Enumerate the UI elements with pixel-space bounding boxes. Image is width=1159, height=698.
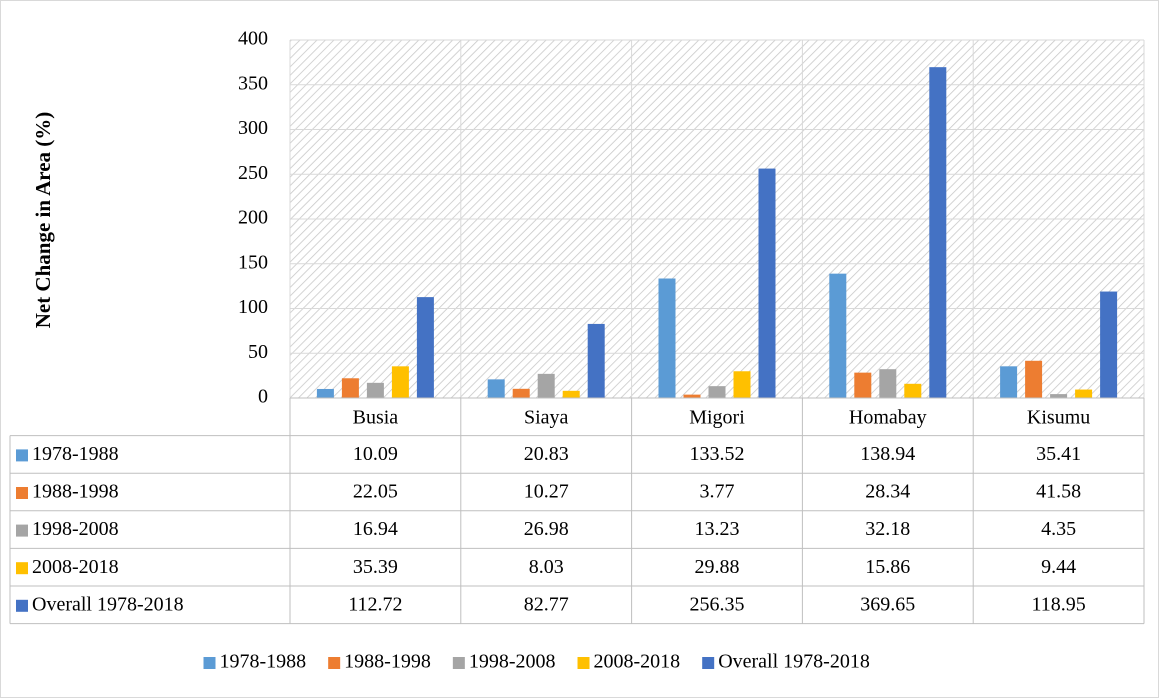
- table-cell: 29.88: [695, 556, 740, 578]
- y-tick-label: 400: [238, 28, 268, 50]
- table-cell: 4.35: [1041, 518, 1076, 540]
- y-axis-label: Net Change in Area (%): [31, 112, 55, 329]
- legend-key: [203, 657, 216, 669]
- table-cell: 15.86: [865, 556, 910, 578]
- bar: [562, 390, 580, 398]
- table-legend-key: [16, 449, 28, 462]
- y-tick-label: 150: [238, 251, 268, 273]
- table-cell: 35.41: [1036, 443, 1081, 465]
- table-cell: 118.95: [1031, 593, 1085, 615]
- table-row-label: 1988-1998: [32, 481, 119, 503]
- table-cell: 9.44: [1041, 556, 1076, 578]
- table-row-label: 1998-2008: [32, 518, 119, 540]
- table-cell: 16.94: [353, 518, 398, 540]
- y-tick-label: 50: [248, 341, 268, 363]
- table-cell: 41.58: [1036, 481, 1081, 503]
- bar: [512, 388, 530, 398]
- y-tick-label: 250: [238, 162, 268, 184]
- legend-label: Overall 1978-2018: [718, 651, 870, 673]
- table-row-label: Overall 1978-2018: [32, 593, 184, 615]
- table-cell: 20.83: [524, 443, 569, 465]
- table-cell: 10.27: [524, 481, 569, 503]
- table-legend-key: [16, 524, 28, 537]
- y-tick-label: 300: [238, 117, 268, 139]
- bar: [879, 369, 897, 398]
- bar: [708, 386, 726, 398]
- bar: [537, 373, 555, 398]
- y-tick-label: 200: [238, 207, 268, 229]
- x-tick-label: Busia: [353, 406, 399, 428]
- table-row-label: 2008-2018: [32, 556, 119, 578]
- legend-label: 2008-2018: [594, 651, 681, 673]
- x-tick-label: Migori: [689, 406, 745, 428]
- bar: [1075, 389, 1093, 398]
- table-cell: 32.18: [865, 518, 910, 540]
- x-tick-label: Siaya: [524, 406, 569, 428]
- legend-key: [328, 657, 341, 669]
- table-cell: 10.09: [353, 443, 398, 465]
- legend-key: [577, 657, 590, 669]
- table-legend-key: [16, 487, 28, 499]
- bar: [829, 273, 847, 398]
- bar: [416, 297, 434, 398]
- table-cell: 8.03: [529, 556, 564, 578]
- table-cell: 138.94: [860, 443, 915, 465]
- table-cell: 26.98: [524, 518, 569, 540]
- x-tick-label: Kisumu: [1027, 406, 1090, 428]
- table-legend-key: [16, 599, 28, 612]
- table-cell: 256.35: [690, 593, 745, 615]
- legend-label: 1998-2008: [469, 651, 556, 673]
- bar: [854, 372, 872, 398]
- bar: [683, 394, 701, 398]
- legend-label: 1988-1998: [344, 651, 431, 673]
- bar: [587, 323, 605, 398]
- table-cell: 369.65: [860, 593, 915, 615]
- bar: [341, 378, 359, 398]
- bar: [1000, 366, 1018, 398]
- legend-key: [452, 657, 465, 669]
- table-cell: 13.23: [695, 518, 740, 540]
- legend-key: [702, 657, 715, 669]
- table-cell: 35.39: [353, 556, 398, 578]
- table-legend-key: [16, 562, 28, 575]
- x-tick-label: Homabay: [849, 406, 927, 428]
- y-tick-label: 100: [238, 296, 268, 318]
- bar: [391, 366, 409, 398]
- y-tick-label: 0: [258, 386, 268, 408]
- legend-label: 1978-1988: [220, 651, 307, 673]
- bar: [316, 388, 334, 398]
- bar: [658, 278, 676, 398]
- bar: [487, 379, 505, 398]
- table-cell: 28.34: [865, 481, 910, 503]
- table-row-label: 1978-1988: [32, 443, 119, 465]
- bar: [904, 383, 922, 398]
- bar: [1050, 394, 1068, 398]
- bar: [733, 371, 751, 398]
- y-tick-label: 350: [238, 72, 268, 94]
- bar: [929, 67, 947, 398]
- bar: [1025, 360, 1043, 398]
- bar: [1100, 291, 1118, 398]
- table-cell: 112.72: [348, 593, 402, 615]
- table-cell: 22.05: [353, 481, 398, 503]
- table-cell: 3.77: [700, 481, 735, 503]
- bar: [758, 168, 776, 398]
- table-cell: 82.77: [524, 593, 569, 615]
- bar: [366, 382, 384, 398]
- table-cell: 133.52: [690, 443, 745, 465]
